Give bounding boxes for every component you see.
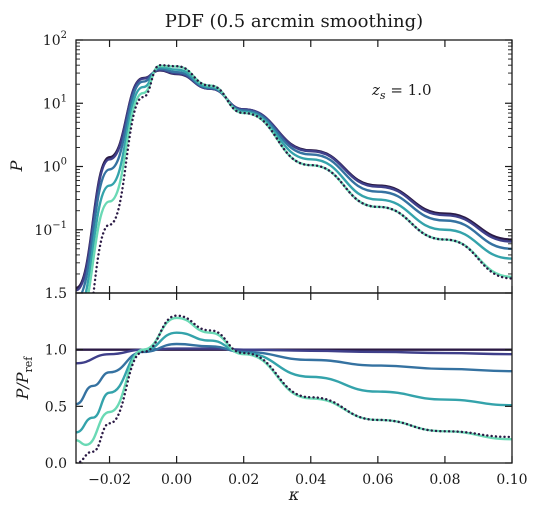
top-series-group bbox=[76, 63, 512, 293]
bottom-y-axis-label: P/Pref bbox=[13, 356, 35, 401]
top-y-tick-label: 10−1 bbox=[34, 220, 67, 239]
top-panel: 102 101 100 10−1 P zs = 1.0 bbox=[7, 30, 513, 300]
top-series-2 bbox=[76, 68, 512, 292]
top-series-4 bbox=[84, 66, 512, 293]
x-tick-label: 0.08 bbox=[429, 472, 460, 488]
top-y-tick-label: 101 bbox=[43, 93, 67, 112]
x-tick-label: 0.04 bbox=[295, 472, 326, 488]
top-series-1 bbox=[76, 69, 512, 290]
top-y-tick-label: 102 bbox=[43, 30, 67, 49]
chart-title: PDF (0.5 arcmin smoothing) bbox=[165, 11, 423, 32]
top-y-ticks: 102 101 100 10−1 bbox=[34, 30, 512, 275]
top-series-6-reference bbox=[92, 63, 512, 293]
bottom-y-tick-label: 1.5 bbox=[45, 286, 67, 302]
top-series-3 bbox=[80, 67, 512, 293]
bottom-series-3 bbox=[76, 342, 512, 406]
bottom-y-ticks: 1.5 1.0 0.5 0.0 bbox=[45, 286, 512, 472]
bottom-panel: 1.5 1.0 0.5 0.0 −0.02 0.00 0.02 0.04 0.06 0.08 0.… bbox=[13, 286, 528, 504]
x-axis-label: κ bbox=[288, 485, 300, 504]
top-y-tick-label: 100 bbox=[43, 157, 67, 176]
top-x-ticks bbox=[108, 40, 513, 300]
bottom-series-4 bbox=[76, 331, 512, 434]
annotation: zs = 1.0 bbox=[371, 81, 432, 102]
bottom-series-group bbox=[76, 314, 512, 463]
x-tick-label: 0.10 bbox=[496, 472, 527, 488]
bottom-series-6-reference bbox=[76, 314, 512, 463]
top-series-5 bbox=[87, 64, 512, 293]
bottom-series-5 bbox=[76, 316, 512, 447]
x-tick-label: 0.02 bbox=[228, 472, 259, 488]
bottom-axes-frame bbox=[75, 292, 513, 464]
x-tick-label: 0.06 bbox=[362, 472, 393, 488]
bottom-y-tick-label: 1.0 bbox=[45, 343, 67, 359]
top-y-axis-label: P bbox=[7, 160, 26, 172]
x-tick-label: 0.00 bbox=[161, 472, 192, 488]
bottom-x-ticks: −0.02 0.00 0.02 0.04 0.06 0.08 0.10 bbox=[88, 456, 528, 488]
x-tick-label: −0.02 bbox=[88, 472, 131, 488]
bottom-y-tick-label: 0.0 bbox=[45, 456, 67, 472]
bottom-y-tick-label: 0.5 bbox=[45, 399, 67, 415]
